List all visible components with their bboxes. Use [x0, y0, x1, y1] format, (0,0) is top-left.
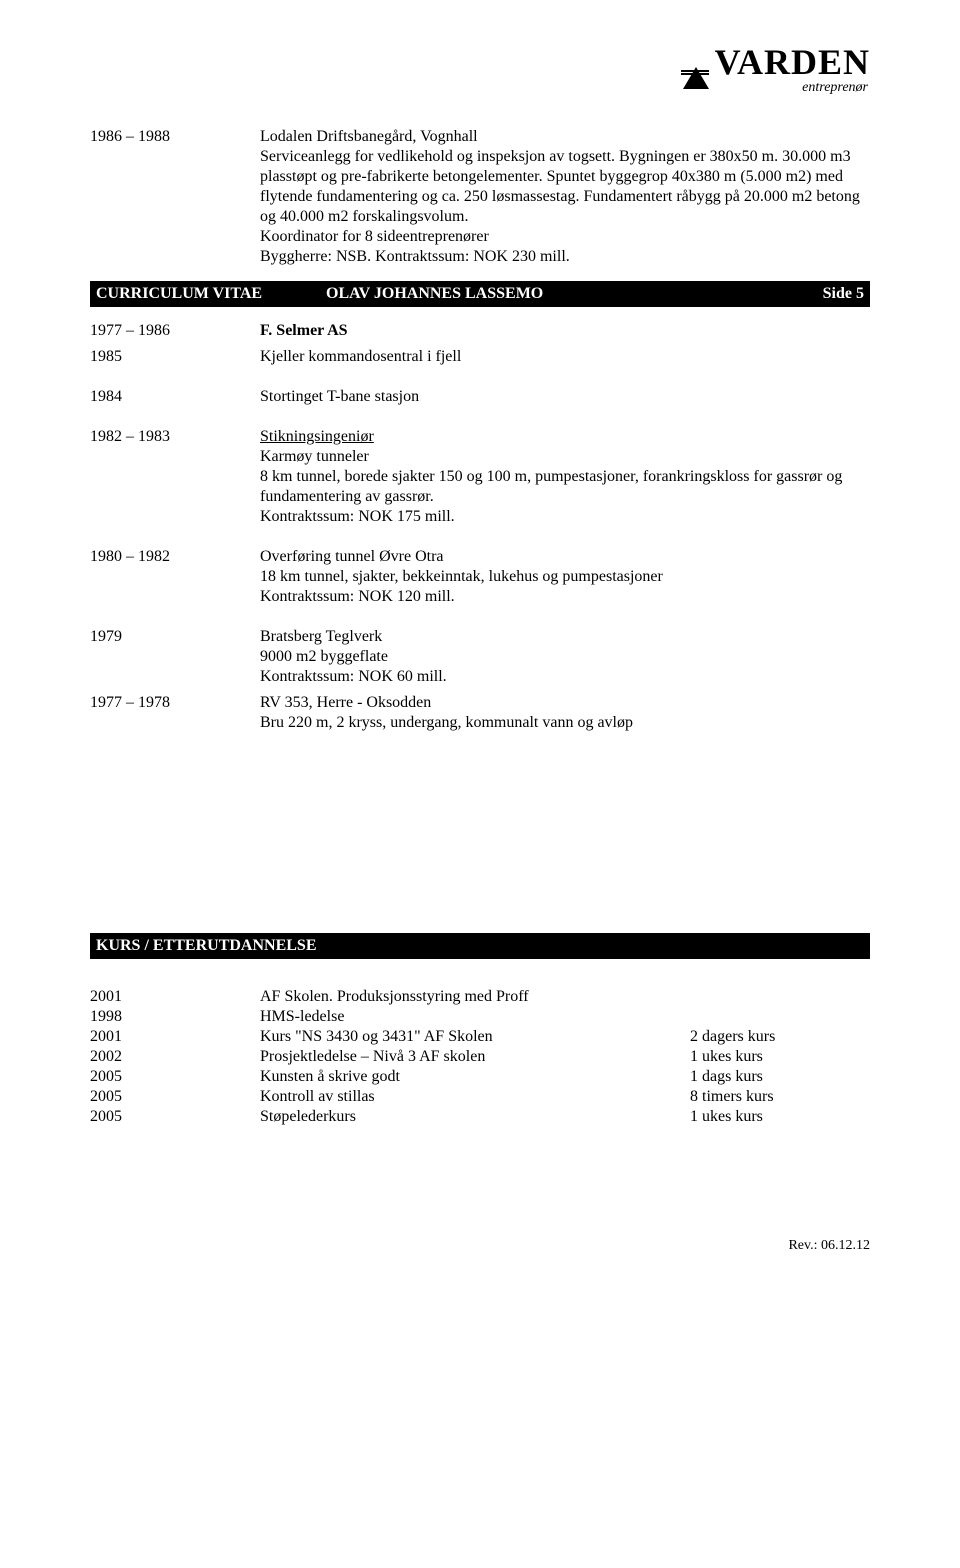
description: Kjeller kommandosentral i fjell: [260, 347, 870, 367]
course-year: 2005: [90, 1107, 260, 1127]
description: F. Selmer AS: [260, 321, 870, 341]
section-center: OLAV JOHANNES LASSEMO: [326, 284, 784, 304]
course-duration: 1 dags kurs: [690, 1067, 870, 1087]
description: Overføring tunnel Øvre Otra 18 km tunnel…: [260, 547, 870, 607]
course-row: 2002 Prosjektledelse – Nivå 3 AF skolen …: [90, 1047, 870, 1067]
section-right: Side 5: [784, 284, 864, 304]
cv-entry: 1980 – 1982 Overføring tunnel Øvre Otra …: [90, 547, 870, 607]
course-year: 2001: [90, 987, 260, 1007]
line: 9000 m2 byggeflate: [260, 647, 870, 667]
year: 1986 – 1988: [90, 127, 260, 267]
course-title: Kontroll av stillas: [260, 1087, 690, 1107]
course-year: 2005: [90, 1067, 260, 1087]
logo: VARDEN entreprenør: [681, 40, 870, 97]
year: 1977 – 1978: [90, 693, 260, 733]
line: Kontraktssum: NOK 120 mill.: [260, 587, 870, 607]
course-row: 2005 Kunsten å skrive godt 1 dags kurs: [90, 1067, 870, 1087]
course-duration: 8 timers kurs: [690, 1087, 870, 1107]
course-row: 2001 AF Skolen. Produksjonsstyring med P…: [90, 987, 870, 1007]
description: Bratsberg Teglverk 9000 m2 byggeflate Ko…: [260, 627, 870, 687]
course-duration: [690, 987, 870, 1007]
course-row: 1998 HMS-ledelse: [90, 1007, 870, 1027]
cv-entry: 1979 Bratsberg Teglverk 9000 m2 byggefla…: [90, 627, 870, 687]
cv-entry: 1977 – 1978 RV 353, Herre - Oksodden Bru…: [90, 693, 870, 733]
section-heading-bar: KURS / ETTERUTDANNELSE: [90, 933, 870, 959]
cv-entry: 1986 – 1988 Lodalen Driftsbanegård, Vogn…: [90, 127, 870, 267]
course-duration: [690, 1007, 870, 1027]
description: Stikningsingeniør Karmøy tunneler 8 km t…: [260, 427, 870, 527]
course-year: 1998: [90, 1007, 260, 1027]
course-year: 2002: [90, 1047, 260, 1067]
section-heading-bar: CURRICULUM VITAE OLAV JOHANNES LASSEMO S…: [90, 281, 870, 307]
year: 1980 – 1982: [90, 547, 260, 607]
line: Karmøy tunneler: [260, 447, 870, 467]
cv-entry: 1982 – 1983 Stikningsingeniør Karmøy tun…: [90, 427, 870, 527]
course-title: Prosjektledelse – Nivå 3 AF skolen: [260, 1047, 690, 1067]
line: RV 353, Herre - Oksodden: [260, 693, 870, 713]
course-title: Kunsten å skrive godt: [260, 1067, 690, 1087]
year: 1985: [90, 347, 260, 367]
role-title: Stikningsingeniør: [260, 427, 870, 447]
description: Lodalen Driftsbanegård, Vognhall Service…: [260, 127, 870, 267]
course-title: HMS-ledelse: [260, 1007, 690, 1027]
course-duration: 2 dagers kurs: [690, 1027, 870, 1047]
cv-entry: 1977 – 1986 F. Selmer AS: [90, 321, 870, 341]
line: 8 km tunnel, borede sjakter 150 og 100 m…: [260, 467, 870, 507]
section-title: KURS / ETTERUTDANNELSE: [96, 936, 317, 956]
course-row: 2001 Kurs "NS 3430 og 3431" AF Skolen 2 …: [90, 1027, 870, 1047]
course-duration: 1 ukes kurs: [690, 1047, 870, 1067]
line: Lodalen Driftsbanegård, Vognhall: [260, 127, 870, 147]
course-title: AF Skolen. Produksjonsstyring med Proff: [260, 987, 690, 1007]
section-left: CURRICULUM VITAE: [96, 284, 326, 304]
line: 18 km tunnel, sjakter, bekkeinntak, luke…: [260, 567, 870, 587]
course-duration: 1 ukes kurs: [690, 1107, 870, 1127]
line: Bratsberg Teglverk: [260, 627, 870, 647]
description: RV 353, Herre - Oksodden Bru 220 m, 2 kr…: [260, 693, 870, 733]
varden-logo-icon: [681, 49, 709, 77]
course-row: 2005 Støpelederkurs 1 ukes kurs: [90, 1107, 870, 1127]
line: Kontraktssum: NOK 175 mill.: [260, 507, 870, 527]
line: Bru 220 m, 2 kryss, undergang, kommunalt…: [260, 713, 870, 733]
revision-label: Rev.: 06.12.12: [90, 1237, 870, 1255]
course-row: 2005 Kontroll av stillas 8 timers kurs: [90, 1087, 870, 1107]
description: Stortinget T-bane stasjon: [260, 387, 870, 407]
course-year: 2001: [90, 1027, 260, 1047]
cv-entry: 1985 Kjeller kommandosentral i fjell: [90, 347, 870, 367]
cv-entry: 1984 Stortinget T-bane stasjon: [90, 387, 870, 407]
year: 1979: [90, 627, 260, 687]
line: Kontraktssum: NOK 60 mill.: [260, 667, 870, 687]
line: Serviceanlegg for vedlikehold og inspeks…: [260, 147, 870, 227]
year: 1982 – 1983: [90, 427, 260, 527]
course-title: Støpelederkurs: [260, 1107, 690, 1127]
year: 1984: [90, 387, 260, 407]
line: Koordinator for 8 sideentreprenører: [260, 227, 870, 247]
line: Overføring tunnel Øvre Otra: [260, 547, 870, 567]
logo-block: VARDEN entreprenør: [90, 40, 870, 97]
line: Byggherre: NSB. Kontraktssum: NOK 230 mi…: [260, 247, 870, 267]
course-year: 2005: [90, 1087, 260, 1107]
year: 1977 – 1986: [90, 321, 260, 341]
course-title: Kurs "NS 3430 og 3431" AF Skolen: [260, 1027, 690, 1047]
